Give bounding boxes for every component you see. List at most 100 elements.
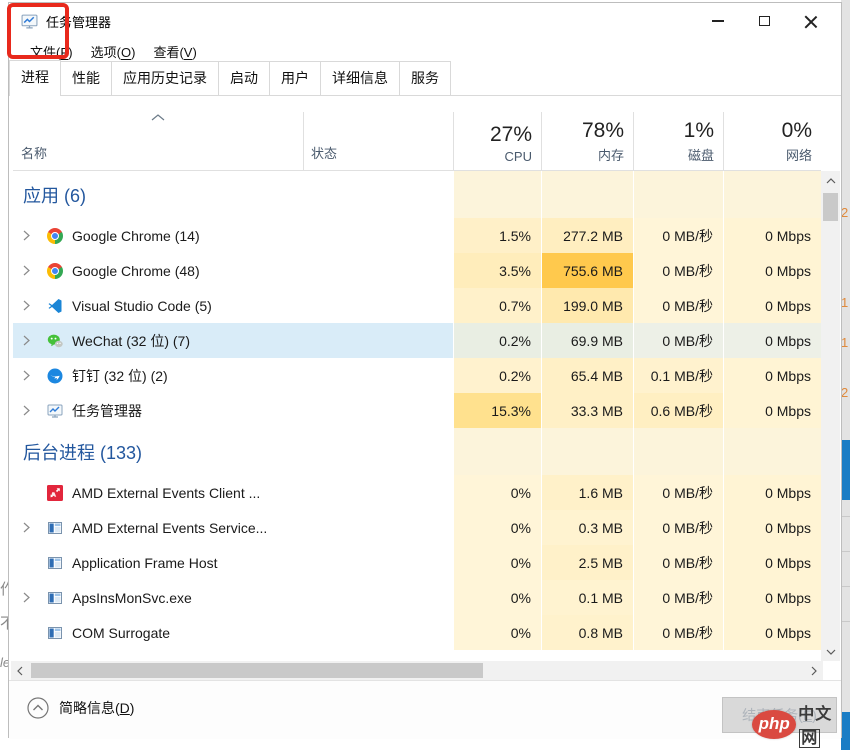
net-cell: 0 Mbps <box>723 510 821 545</box>
background-fragment: 2 <box>841 385 849 400</box>
mem-cell: 33.3 MB <box>541 393 633 428</box>
expand-chevron-icon[interactable] <box>23 592 37 603</box>
net-cell <box>723 171 821 218</box>
name-cell: AMD External Events Service... <box>13 510 303 545</box>
menu-item[interactable]: 查看(V) <box>153 44 197 60</box>
mem-cell: 0.8 MB <box>541 615 633 650</box>
process-row[interactable]: AMD External Events Service... 0% 0.3 MB 0 … <box>13 510 821 545</box>
name-cell: 应用 (6) <box>13 171 303 218</box>
vertical-scrollbar[interactable] <box>821 171 840 661</box>
disk-cell: 0 MB/秒 <box>633 253 723 288</box>
net-cell: 0 Mbps <box>723 323 821 358</box>
process-row[interactable]: 任务管理器 15.3% 33.3 MB 0.6 MB/秒 0 Mbps <box>13 393 821 428</box>
column-header-cpu[interactable]: 27% CPU <box>453 123 541 164</box>
net-cell: 0 Mbps <box>723 615 821 650</box>
process-row[interactable]: Application Frame Host 0% 2.5 MB 0 MB/秒 0 Mb… <box>13 545 821 580</box>
process-table-body: 应用 (6) Google Chrome (14) 1.5% 277.2 MB 0 MB… <box>13 171 821 661</box>
vertical-scroll-thumb[interactable] <box>823 193 838 221</box>
cpu-cell: 0% <box>453 475 541 510</box>
minimize-icon <box>712 20 724 22</box>
tab-启动[interactable]: 启动 <box>218 61 270 95</box>
status-cell <box>303 475 453 510</box>
wechat-icon <box>47 333 63 349</box>
column-header-memory[interactable]: 78% 内存 <box>541 119 633 164</box>
menu-item[interactable]: 选项(O) <box>90 44 136 60</box>
mem-cell: 2.5 MB <box>541 545 633 580</box>
scroll-left-icon[interactable] <box>11 661 29 680</box>
cpu-cell: 0% <box>453 615 541 650</box>
process-name: Application Frame Host <box>72 554 218 571</box>
section-label: 后台进程 (133) <box>23 442 143 463</box>
close-icon <box>804 15 817 28</box>
cpu-cell <box>453 171 541 218</box>
process-row[interactable]: Visual Studio Code (5) 0.7% 199.0 MB 0 MB/秒… <box>13 288 821 323</box>
maximize-icon <box>758 16 770 26</box>
tab-性能[interactable]: 性能 <box>60 61 112 95</box>
app-icon <box>21 14 38 29</box>
process-row[interactable]: WeChat (32 位) (7) 0.2% 69.9 MB 0 MB/秒 0 Mbps <box>13 323 821 358</box>
details-toggle[interactable]: 简略信息(D) <box>27 697 134 719</box>
disk-cell: 0 MB/秒 <box>633 545 723 580</box>
mem-cell: 65.4 MB <box>541 358 633 393</box>
winapp-icon <box>47 625 63 641</box>
process-row[interactable]: 钉钉 (32 位) (2) 0.2% 65.4 MB 0.1 MB/秒 0 Mbps <box>13 358 821 393</box>
net-cell: 0 Mbps <box>723 475 821 510</box>
background-fragment: 不 <box>0 615 9 632</box>
name-cell: WeChat (32 位) (7) <box>13 323 303 358</box>
process-row[interactable]: ApsInsMonSvc.exe 0% 0.1 MB 0 MB/秒 0 Mbps <box>13 580 821 615</box>
expand-chevron-icon[interactable] <box>23 335 37 346</box>
disk-cell <box>633 171 723 218</box>
horizontal-scroll-thumb[interactable] <box>31 663 483 678</box>
process-row[interactable]: AMD External Events Client ... 0% 1.6 MB 0 … <box>13 475 821 510</box>
process-row[interactable]: COM Surrogate 0% 0.8 MB 0 MB/秒 0 Mbps <box>13 615 821 650</box>
disk-cell: 0 MB/秒 <box>633 615 723 650</box>
scroll-down-icon[interactable] <box>821 642 840 661</box>
section-row[interactable]: 后台进程 (133) <box>13 428 821 475</box>
tab-进程[interactable]: 进程 <box>9 60 61 96</box>
scroll-up-icon[interactable] <box>821 171 840 190</box>
dingtalk-icon <box>47 368 63 384</box>
vscode-icon <box>47 298 63 314</box>
cpu-cell <box>453 428 541 475</box>
mem-cell: 277.2 MB <box>541 218 633 253</box>
name-cell: COM Surrogate <box>13 615 303 650</box>
column-header-status[interactable]: 状态 <box>311 146 338 161</box>
expand-chevron-icon[interactable] <box>23 370 37 381</box>
tab-用户[interactable]: 用户 <box>269 61 321 95</box>
column-header-name[interactable]: 名称 <box>21 146 48 161</box>
process-row[interactable]: Google Chrome (14) 1.5% 277.2 MB 0 MB/秒 0 Mb… <box>13 218 821 253</box>
process-name: AMD External Events Client ... <box>72 484 261 501</box>
process-name: Visual Studio Code (5) <box>72 297 212 314</box>
disk-cell: 0.1 MB/秒 <box>633 358 723 393</box>
expand-chevron-icon[interactable] <box>23 522 37 533</box>
mem-cell: 0.1 MB <box>541 580 633 615</box>
scroll-right-icon[interactable] <box>805 661 823 680</box>
column-header-network[interactable]: 0% 网络 <box>723 119 821 164</box>
expand-chevron-icon[interactable] <box>23 230 37 241</box>
tab-详细信息[interactable]: 详细信息 <box>320 61 400 95</box>
network-total: 0% <box>781 119 812 142</box>
maximize-button[interactable] <box>741 5 787 37</box>
horizontal-scrollbar[interactable] <box>11 661 823 680</box>
expand-chevron-icon[interactable] <box>23 300 37 311</box>
net-cell: 0 Mbps <box>723 288 821 323</box>
cpu-cell: 3.5% <box>453 253 541 288</box>
process-row[interactable]: Google Chrome (48) 3.5% 755.6 MB 0 MB/秒 0 Mb… <box>13 253 821 288</box>
expand-chevron-icon[interactable] <box>23 405 37 416</box>
process-name: 任务管理器 <box>72 402 142 419</box>
section-row[interactable]: 应用 (6) <box>13 171 821 218</box>
expand-chevron-icon[interactable] <box>23 265 37 276</box>
tab-服务[interactable]: 服务 <box>399 61 451 95</box>
name-cell: 后台进程 (133) <box>13 428 303 475</box>
mem-cell <box>541 428 633 475</box>
winapp-icon <box>47 590 63 606</box>
column-header-disk[interactable]: 1% 磁盘 <box>633 119 723 164</box>
disk-cell: 0 MB/秒 <box>633 580 723 615</box>
minimize-button[interactable] <box>695 5 741 37</box>
status-cell <box>303 428 453 475</box>
close-button[interactable] <box>787 5 833 37</box>
net-cell: 0 Mbps <box>723 580 821 615</box>
tab-应用历史记录[interactable]: 应用历史记录 <box>111 61 219 95</box>
process-name: AMD External Events Service... <box>72 519 268 536</box>
mem-cell: 69.9 MB <box>541 323 633 358</box>
